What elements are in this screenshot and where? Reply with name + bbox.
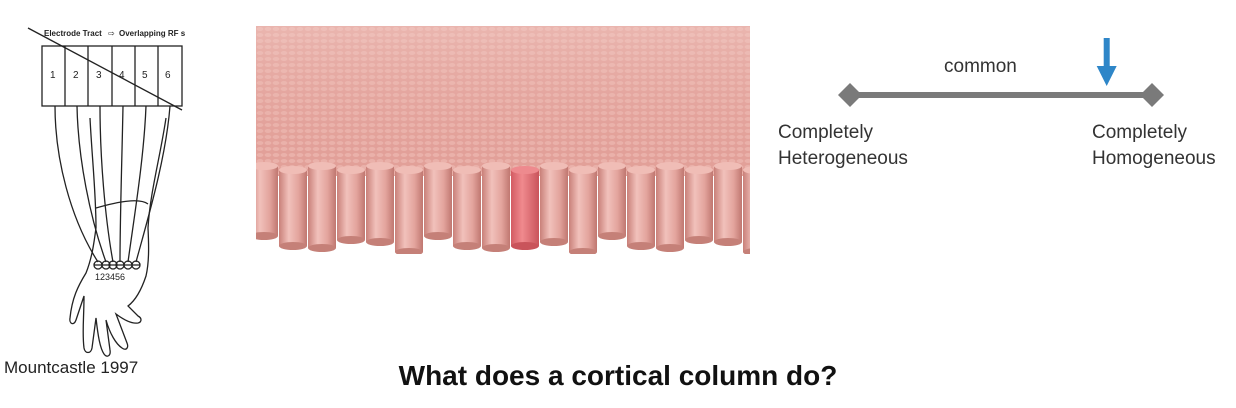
cortical-columns-image	[256, 26, 750, 254]
right-extreme-line1: Completely	[1092, 122, 1188, 143]
mountcastle-diagram: Electrode Tract ⇨ Overlapping RF s 1 2 3…	[27, 27, 186, 357]
left-extreme-line1: Completely	[778, 122, 874, 143]
citation-caption: Mountcastle 1997	[4, 358, 139, 377]
cortical-column	[395, 166, 423, 254]
cell-label: 4	[119, 70, 125, 81]
cortical-column	[453, 166, 481, 250]
slide-question: What does a cortical column do?	[398, 360, 838, 391]
left-extreme-label: Completely Heterogeneous	[778, 120, 908, 172]
cell-label: 5	[142, 70, 148, 81]
cortical-column	[308, 162, 336, 252]
cell-label: 3	[96, 70, 102, 81]
finger-labels: 123456	[95, 272, 125, 282]
cortical-column	[743, 166, 750, 254]
spectrum-marker-arrow	[1096, 38, 1117, 86]
spectrum-marker-label: common	[944, 56, 1017, 77]
right-extreme-line2: Homogeneous	[1092, 148, 1216, 169]
cortical-column	[540, 162, 568, 246]
cortical-column	[569, 166, 597, 254]
cortical-column	[685, 166, 713, 244]
cortical-column	[256, 162, 278, 240]
highlighted-column	[511, 166, 539, 250]
cortical-column	[482, 162, 510, 252]
cortical-column	[279, 166, 307, 250]
hand-outline	[69, 227, 150, 357]
cell-label: 2	[73, 70, 79, 81]
cortical-column	[627, 166, 655, 250]
spectrum-right-endpoint	[1140, 83, 1164, 107]
arrow-glyph: ⇨	[108, 29, 115, 38]
cortical-column	[714, 162, 742, 246]
right-extreme-label: Completely Homogeneous	[1092, 120, 1216, 172]
spectrum-left-endpoint	[838, 83, 862, 107]
mountcastle-header: Electrode Tract	[44, 29, 102, 38]
left-extreme-line2: Heterogeneous	[778, 148, 908, 169]
cortical-column	[656, 162, 684, 252]
cell-label: 1	[50, 70, 56, 81]
spectrum-diagram	[838, 38, 1164, 107]
cortical-column	[337, 166, 365, 244]
electrode-tract-line	[27, 27, 183, 111]
cell-label: 6	[165, 70, 171, 81]
cortical-column	[424, 162, 452, 240]
column-front-row	[256, 162, 750, 254]
cortical-column	[366, 162, 394, 246]
cortical-column	[598, 162, 626, 240]
mountcastle-header-right: Overlapping RF s	[119, 29, 186, 38]
